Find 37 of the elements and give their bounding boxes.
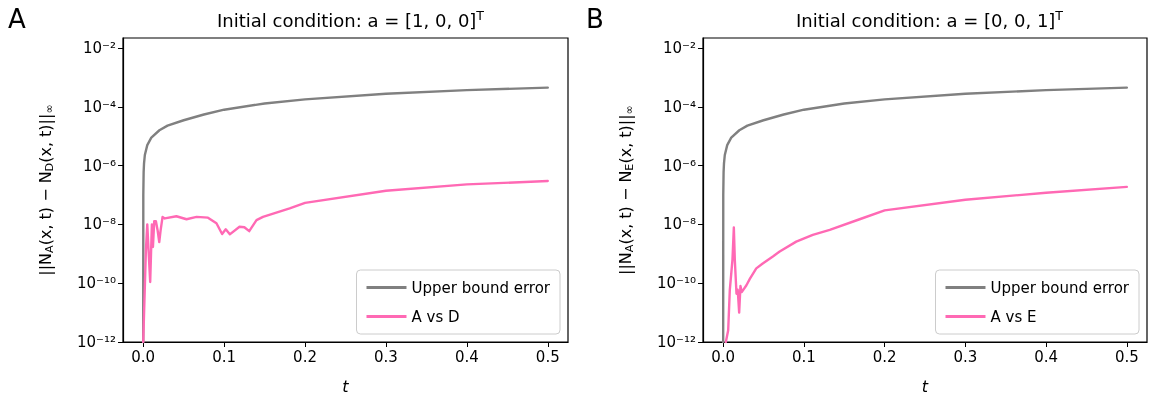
x-axis-title: t xyxy=(921,376,929,396)
y-tick-label: 10⁻⁴ xyxy=(82,97,116,116)
line-series xyxy=(142,179,549,344)
line-series xyxy=(721,86,1129,344)
legend-label: Upper bound error xyxy=(990,278,1130,297)
x-tick-label: 0.0 xyxy=(711,347,736,366)
x-tick-label: 0.3 xyxy=(953,347,978,366)
y-tick-label: 10⁻¹⁰ xyxy=(656,274,696,293)
y-tick-label: 10⁻¹² xyxy=(76,333,116,351)
x-tick-label: 0.0 xyxy=(131,347,156,366)
legend-label: Upper bound error xyxy=(411,278,551,297)
legend-label: A vs E xyxy=(990,307,1037,326)
y-tick-label: 10⁻¹² xyxy=(656,333,696,351)
text: B xyxy=(586,4,604,34)
x-tick-label: 0.1 xyxy=(212,347,237,366)
text: A xyxy=(8,4,26,34)
y-tick-label: 10⁻⁶ xyxy=(82,156,116,175)
y-tick-label: 10⁻⁶ xyxy=(662,156,696,175)
y-tick-label: 10⁻⁴ xyxy=(662,97,696,116)
x-tick-label: 0.5 xyxy=(535,347,560,366)
line-series xyxy=(724,185,1129,344)
x-tick-label: 0.2 xyxy=(872,347,897,366)
x-tick-label: 0.5 xyxy=(1114,347,1139,366)
y-tick-label: 10⁻⁸ xyxy=(82,215,116,234)
x-tick-label: 0.4 xyxy=(1034,347,1059,366)
y-tick-label: 10⁻⁸ xyxy=(662,215,696,234)
y-tick-label: 10⁻² xyxy=(662,39,696,58)
y-tick-label: 10⁻² xyxy=(82,39,116,58)
x-tick-label: 0.1 xyxy=(791,347,816,366)
x-tick-label: 0.3 xyxy=(374,347,398,366)
y-axis-title: ||NA(x, t) − NE(x, t)||∞ xyxy=(616,105,636,275)
y-axis-title: ||NA(x, t) − ND(x, t)||∞ xyxy=(36,104,56,276)
legend-label: A vs D xyxy=(411,307,460,326)
x-axis-title: t xyxy=(342,376,350,396)
y-tick-label: 10⁻¹⁰ xyxy=(76,274,116,293)
x-tick-label: 0.4 xyxy=(454,347,479,366)
x-tick-label: 0.2 xyxy=(293,347,317,366)
